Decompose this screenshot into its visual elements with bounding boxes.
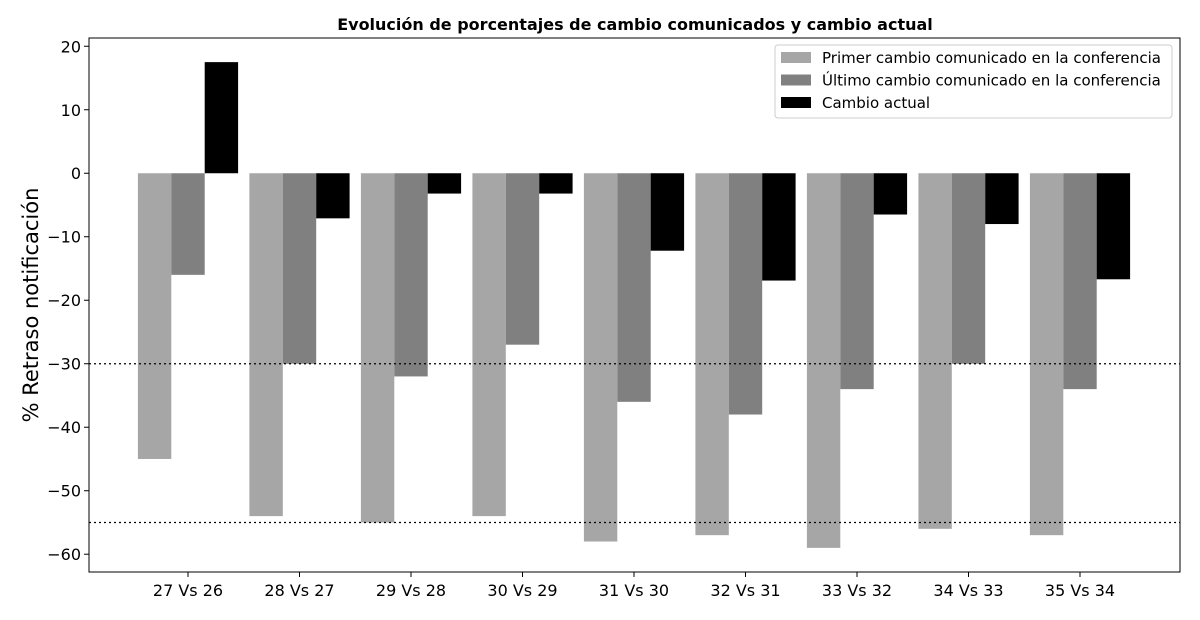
y-tick-label: −50	[47, 482, 81, 501]
bar-1-34-Vs-33	[918, 173, 952, 529]
bar-3-31-Vs-30	[650, 173, 685, 251]
y-axis-label: % Retraso notificación	[19, 188, 43, 423]
bar-1-33-Vs-32	[806, 173, 841, 548]
y-tick-label: 20	[61, 37, 81, 56]
bar-2-31-Vs-30	[617, 173, 651, 402]
legend-swatch	[781, 97, 811, 108]
bar-3-32-Vs-31	[762, 173, 796, 281]
plot-frame	[88, 37, 1181, 573]
legend-label: Último cambio comunicado en la conferenc…	[822, 71, 1161, 90]
bar-1-35-Vs-34	[1029, 173, 1064, 536]
legend-label: Primer cambio comunicado en la conferenc…	[822, 49, 1161, 67]
x-tick-label: 32 Vs 31	[710, 581, 780, 600]
y-tick-label: −10	[47, 228, 81, 247]
y-tick-label: −40	[47, 418, 81, 437]
bar-3-28-Vs-27	[316, 173, 350, 219]
bar-1-28-Vs-27	[249, 173, 283, 517]
bar-1-32-Vs-31	[695, 173, 729, 536]
y-tick-label: −60	[47, 545, 81, 564]
y-tick-label: −30	[47, 355, 81, 374]
bar-1-31-Vs-30	[583, 173, 618, 542]
y-tick-label: 0	[71, 164, 81, 183]
bar-2-34-Vs-33	[951, 173, 986, 364]
x-tick-label: 34 Vs 33	[933, 581, 1003, 600]
x-tick-label: 30 Vs 29	[487, 581, 557, 600]
bar-2-28-Vs-27	[282, 173, 317, 364]
bar-1-29-Vs-28	[360, 173, 395, 523]
x-tick-label: 28 Vs 27	[264, 581, 334, 600]
x-tick-label: 27 Vs 26	[153, 581, 223, 600]
y-tick-label: 10	[61, 101, 81, 120]
bar-2-27-Vs-26	[171, 173, 205, 275]
x-tick-label: 29 Vs 28	[376, 581, 446, 600]
x-tick-label: 35 Vs 34	[1045, 581, 1115, 600]
bar-3-35-Vs-34	[1096, 173, 1131, 280]
bar-2-30-Vs-29	[505, 173, 540, 345]
bar-3-33-Vs-32	[873, 173, 908, 215]
legend: Primer cambio comunicado en la conferenc…	[774, 44, 1173, 119]
bar-3-34-Vs-33	[985, 173, 1019, 225]
x-tick-label: 33 Vs 32	[822, 581, 892, 600]
legend-swatch	[781, 52, 811, 63]
legend-swatch	[781, 74, 811, 86]
bar-3-29-Vs-28	[427, 173, 462, 194]
bar-2-35-Vs-34	[1063, 173, 1097, 390]
y-tick-label: −20	[47, 291, 81, 310]
bar-2-32-Vs-31	[728, 173, 763, 415]
bar-1-30-Vs-29	[472, 173, 506, 517]
bar-2-33-Vs-32	[840, 173, 874, 390]
bar-1-27-Vs-26	[137, 173, 172, 459]
chart-title: Evolución de porcentajes de cambio comun…	[337, 15, 933, 34]
x-tick-label: 31 Vs 30	[599, 581, 669, 600]
legend-label: Cambio actual	[822, 94, 930, 112]
bar-3-30-Vs-29	[539, 173, 573, 194]
legend-box	[774, 44, 1173, 119]
bar-2-29-Vs-28	[394, 173, 428, 377]
bar-3-27-Vs-26	[204, 62, 239, 174]
